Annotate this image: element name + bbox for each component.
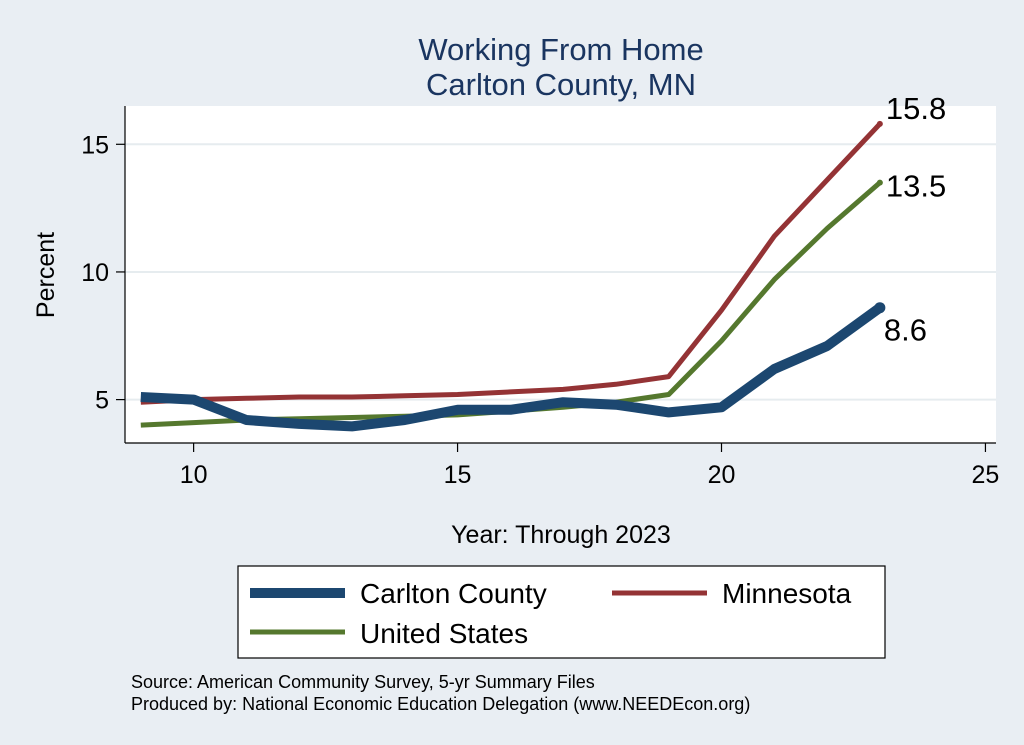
- end-labels: 13.5 15.8 8.6: [884, 91, 946, 348]
- end-label-carlton-county: 8.6: [884, 313, 927, 348]
- x-tick-label-15: 15: [444, 461, 472, 489]
- series-endpoint-minnesota: [876, 120, 883, 127]
- x-ticks: 10 15 20 25: [180, 443, 1000, 489]
- legend-label-minnesota: Minnesota: [722, 578, 852, 609]
- chart-title-line-2: Carlton County, MN: [426, 67, 696, 102]
- producer-note: Produced by: National Economic Education…: [131, 694, 750, 714]
- series-layer: [140, 120, 886, 432]
- x-tick-label-25: 25: [972, 461, 1000, 489]
- legend-label-carlton-county: Carlton County: [360, 578, 547, 609]
- end-label-united-states: 13.5: [886, 169, 946, 204]
- x-tick-label-10: 10: [180, 461, 208, 489]
- legend-box: [237, 565, 886, 659]
- x-axis-title: Year: Through 2023: [451, 521, 671, 549]
- y-tick-label-5: 5: [95, 387, 109, 415]
- y-axis-title: Percent: [32, 232, 60, 318]
- end-label-minnesota: 15.8: [886, 91, 946, 126]
- series-endpoint-united-states: [876, 179, 883, 186]
- chart-title-line-1: Working From Home: [418, 32, 703, 67]
- source-note: Source: American Community Survey, 5-yr …: [131, 672, 595, 692]
- x-tick-label-20: 20: [708, 461, 736, 489]
- plot-area: [125, 106, 996, 443]
- series-endpoint-carlton-county: [874, 302, 886, 314]
- y-ticks: 5 10 15: [81, 131, 125, 415]
- series-line-minnesota: [140, 122, 882, 405]
- y-tick-label-10: 10: [81, 259, 109, 287]
- y-tick-label-15: 15: [81, 131, 109, 159]
- legend-label-united-states: United States: [360, 618, 528, 649]
- series-line-carlton-county: [140, 303, 883, 432]
